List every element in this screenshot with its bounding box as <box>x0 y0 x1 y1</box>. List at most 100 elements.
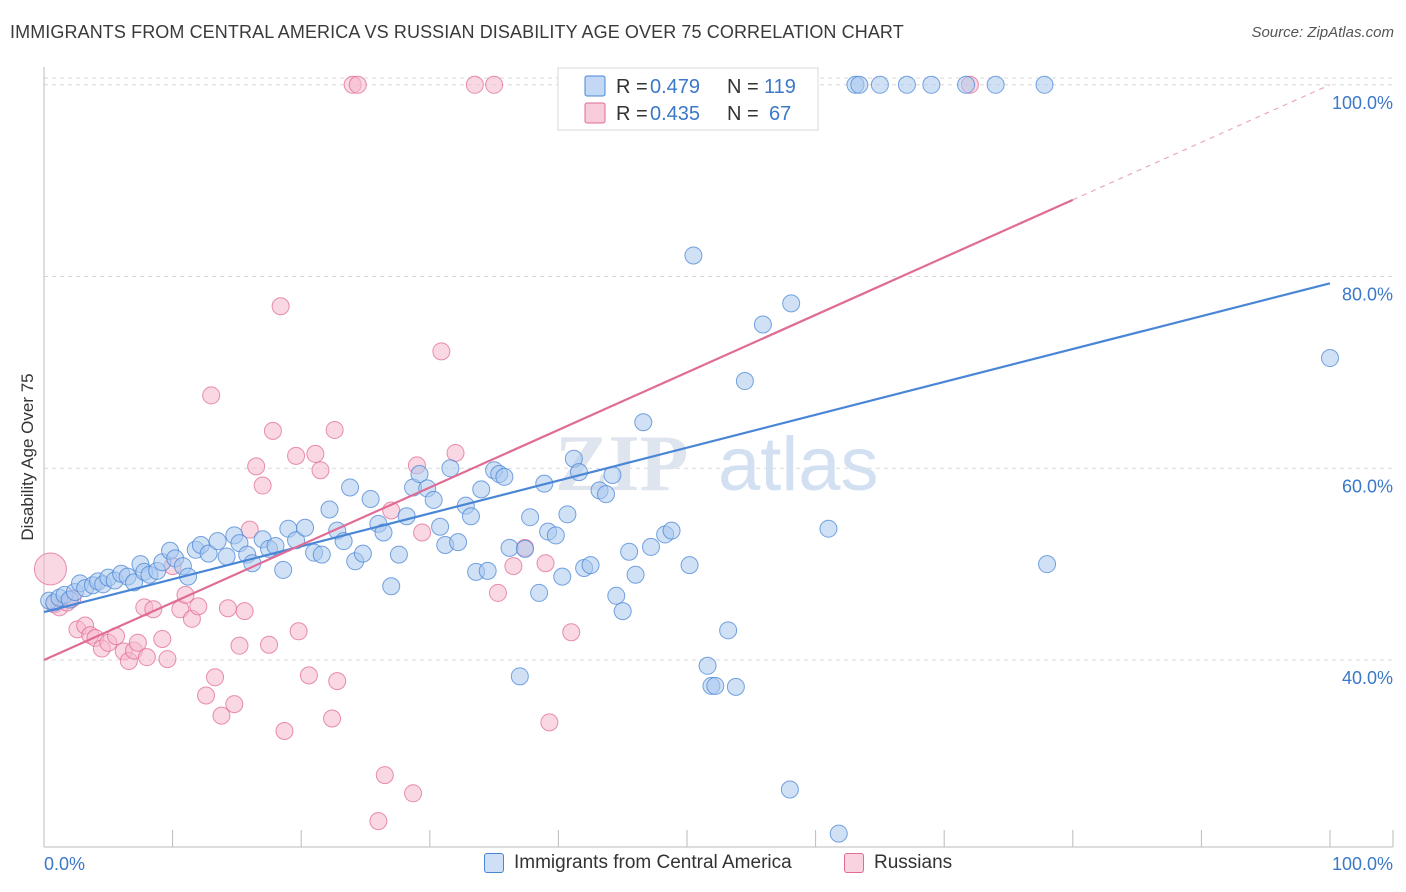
point-central-america-110 <box>850 75 869 94</box>
y-axis-label: Disability Age Over 75 <box>18 373 37 540</box>
point-central-america-58 <box>424 490 443 509</box>
point-russians-38 <box>263 421 282 440</box>
point-central-america-105 <box>780 780 799 799</box>
point-russians-37 <box>260 635 279 654</box>
point-central-america-89 <box>613 602 632 621</box>
point-russians-41 <box>287 446 306 465</box>
point-central-america-114 <box>957 75 976 94</box>
point-central-america-62 <box>449 533 468 552</box>
point-russians-15 <box>128 633 147 652</box>
point-central-america-28 <box>208 532 227 551</box>
point-central-america-91 <box>626 565 645 584</box>
point-central-america-49 <box>361 489 380 508</box>
point-central-america-61 <box>441 459 460 478</box>
point-central-america-66 <box>472 480 491 499</box>
point-russians-60 <box>485 75 504 94</box>
chart-title: IMMIGRANTS FROM CENTRAL AMERICA VS RUSSI… <box>10 22 904 42</box>
point-central-america-90 <box>620 542 639 561</box>
point-central-america-103 <box>735 372 754 391</box>
source-label: Source: ZipAtlas.com <box>1251 24 1394 41</box>
point-central-america-56 <box>410 465 429 484</box>
legend-swatch-russians <box>844 853 864 873</box>
bottom-legend: Immigrants from Central America Russians <box>0 850 1406 880</box>
point-central-america-78 <box>546 526 565 545</box>
point-central-america-46 <box>341 478 360 497</box>
point-russians-39 <box>271 297 290 316</box>
point-russians-33 <box>235 602 254 621</box>
legend-label-central-america: Immigrants from Central America <box>514 852 792 873</box>
legend-r-pink: 0.435 <box>650 103 700 125</box>
watermark: ZIP atlas <box>555 420 879 508</box>
point-russians-42 <box>289 622 308 641</box>
point-russians-46 <box>323 709 342 728</box>
point-central-america-112 <box>897 75 916 94</box>
point-central-america-101 <box>719 621 738 640</box>
trend-line-central-america <box>43 282 1331 614</box>
point-central-america-27 <box>199 544 218 563</box>
point-central-america-67 <box>478 561 497 580</box>
y-tick-label-2: 60.0% <box>1342 476 1393 496</box>
point-central-america-116 <box>1035 75 1054 94</box>
point-russians-36 <box>253 476 272 495</box>
point-russians-50 <box>348 75 367 94</box>
point-central-america-118 <box>1321 349 1339 368</box>
point-central-america-73 <box>515 539 534 558</box>
point-russians-56 <box>413 523 432 542</box>
point-central-america-37 <box>274 560 293 579</box>
point-russians-61 <box>488 583 507 602</box>
point-central-america-104 <box>753 315 772 334</box>
point-central-america-54 <box>397 507 416 526</box>
x-tick-label-max: 100.0% <box>1332 854 1393 874</box>
point-russians-19 <box>153 629 172 648</box>
series-central-america <box>40 75 1339 843</box>
point-russians-20 <box>158 650 177 669</box>
point-russians-47 <box>325 420 344 439</box>
legend-n-blue: 119 <box>764 76 796 98</box>
point-russians-32 <box>230 636 249 655</box>
point-russians-27 <box>202 386 221 405</box>
point-russians-48 <box>328 672 347 691</box>
y-tick-label-3: 40.0% <box>1342 668 1393 688</box>
svg-text:N =: N = <box>727 76 759 98</box>
y-tick-labels: 100.0% 80.0% 60.0% 40.0% <box>1332 93 1393 688</box>
point-central-america-106 <box>782 294 801 313</box>
point-russians-17 <box>137 648 156 667</box>
point-russians-57 <box>432 342 451 361</box>
point-central-america-53 <box>389 545 408 564</box>
point-central-america-95 <box>662 521 681 540</box>
trend-lines <box>43 84 1331 662</box>
legend-swatch-central-america <box>484 853 504 873</box>
point-central-america-48 <box>353 544 372 563</box>
point-central-america-82 <box>569 463 588 482</box>
point-central-america-107 <box>819 519 838 538</box>
point-russians-51 <box>369 812 388 831</box>
point-central-america-115 <box>986 75 1005 94</box>
point-central-america-111 <box>870 75 889 94</box>
trend-extension-russians <box>1072 84 1331 201</box>
point-russians-0 <box>33 552 67 586</box>
point-russians-62 <box>504 557 523 576</box>
point-central-america-71 <box>500 538 519 557</box>
point-central-america-59 <box>431 517 450 536</box>
point-central-america-70 <box>495 467 514 486</box>
point-central-america-117 <box>1038 555 1057 574</box>
top-legend: R = 0.479 N = 119 R = 0.435 N = 67 <box>557 67 819 131</box>
point-central-america-51 <box>374 523 393 542</box>
point-central-america-79 <box>553 567 572 586</box>
legend-label-russians: Russians <box>874 852 953 873</box>
trend-line-russians <box>43 198 1074 662</box>
point-central-america-86 <box>596 485 615 504</box>
point-central-america-40 <box>296 518 315 537</box>
point-russians-40 <box>275 721 294 740</box>
point-central-america-88 <box>607 586 626 605</box>
point-central-america-102 <box>726 677 745 696</box>
point-central-america-84 <box>581 556 600 575</box>
x-tick-label-min: 0.0% <box>44 854 85 874</box>
point-russians-65 <box>540 713 559 732</box>
legend-r-blue: 0.479 <box>650 76 700 98</box>
point-central-america-43 <box>320 500 339 519</box>
gridlines <box>44 77 1393 661</box>
point-central-america-52 <box>382 577 401 596</box>
svg-text:N =: N = <box>727 103 759 125</box>
